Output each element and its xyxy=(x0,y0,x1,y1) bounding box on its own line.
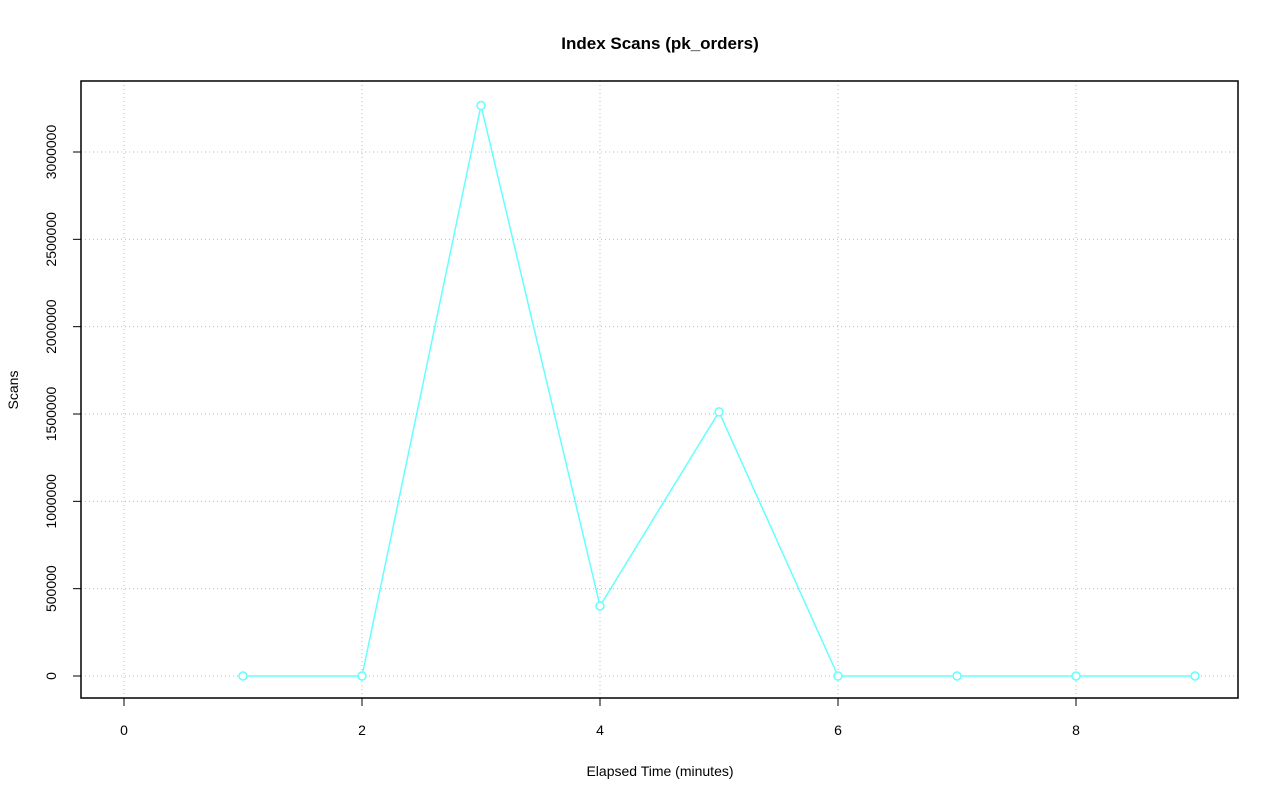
y-tick-label: 3000000 xyxy=(43,125,59,180)
y-tick-label: 0 xyxy=(43,672,59,680)
series-segment xyxy=(718,411,839,677)
x-tick-label: 0 xyxy=(120,722,128,738)
y-tick-label: 1000000 xyxy=(43,474,59,529)
chart-title: Index Scans (pk_orders) xyxy=(561,34,758,53)
y-tick-label: 500000 xyxy=(43,565,59,612)
data-point xyxy=(476,100,486,111)
x-tick-label: 4 xyxy=(596,722,604,738)
x-tick-label: 2 xyxy=(358,722,366,738)
x-axis-label: Elapsed Time (minutes) xyxy=(586,763,733,779)
series-segment xyxy=(480,105,601,607)
x-tick-label: 6 xyxy=(834,722,842,738)
y-axis-label: Scans xyxy=(5,371,21,410)
y-tick-label: 1500000 xyxy=(43,387,59,442)
data-point xyxy=(595,601,605,611)
data-point xyxy=(833,671,843,681)
series-segment xyxy=(361,105,482,677)
data-point xyxy=(714,407,724,417)
y-tick-label: 2000000 xyxy=(43,299,59,354)
series-segment xyxy=(599,411,720,607)
data-point xyxy=(1071,671,1081,681)
data-point xyxy=(952,671,962,681)
data-point xyxy=(357,671,367,681)
x-tick-label: 8 xyxy=(1072,722,1080,738)
data-point xyxy=(1190,671,1200,681)
plot-frame xyxy=(80,80,1239,699)
y-tick-label: 2500000 xyxy=(43,212,59,267)
data-point xyxy=(238,671,248,681)
